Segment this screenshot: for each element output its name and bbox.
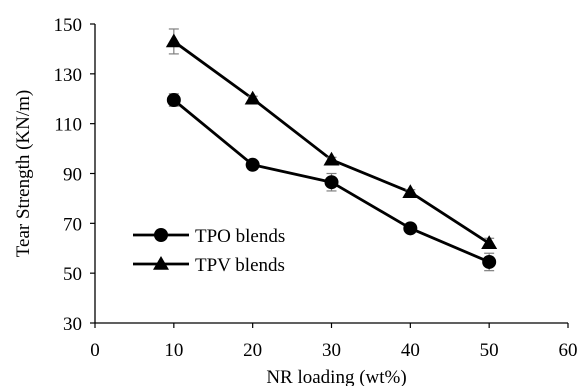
x-tick-label: 60 <box>559 340 578 361</box>
y-tick-label: 150 <box>54 15 83 36</box>
y-tick-label: 130 <box>54 65 83 86</box>
y-tick-label: 70 <box>63 214 82 235</box>
legend-item-tpv: TPV blends <box>133 255 285 276</box>
y-tick-label: 110 <box>54 115 82 136</box>
series-tpo-blends <box>166 92 497 272</box>
x-tick-label: 40 <box>401 340 420 361</box>
x-tick-label: 50 <box>480 340 499 361</box>
legend-marker-triangle <box>153 256 169 270</box>
plot-series <box>165 28 498 272</box>
y-tick-label: 30 <box>63 314 82 335</box>
series-line <box>173 40 490 245</box>
legend-label-tpo: TPO blends <box>195 226 285 247</box>
legend: TPO blends TPV blends <box>133 226 285 276</box>
data-point-triangle <box>402 184 419 198</box>
data-point-circle <box>166 92 181 107</box>
x-tick-label: 30 <box>322 340 341 361</box>
data-point-circle <box>324 175 339 190</box>
y-tick-label: 50 <box>63 264 82 285</box>
legend-label-tpv: TPV blends <box>195 255 285 276</box>
y-axis-title: Tear Strength (KN/m) <box>13 90 34 258</box>
x-ticks: 0 10 20 30 40 50 60 <box>90 323 578 361</box>
series-tpv-blends <box>165 28 498 250</box>
y-ticks: 30 50 70 90 110 130 150 <box>54 15 95 335</box>
x-tick-label: 20 <box>243 340 262 361</box>
data-point-circle <box>482 254 497 269</box>
x-axis-title: NR loading (wt%) <box>266 367 406 386</box>
data-point-circle <box>245 157 260 172</box>
x-tick-label: 0 <box>90 340 100 361</box>
data-point-triangle <box>244 90 261 105</box>
data-point-triangle <box>323 151 340 166</box>
legend-item-tpo: TPO blends <box>133 226 285 247</box>
data-point-triangle <box>481 235 498 250</box>
data-point-triangle <box>165 33 182 48</box>
data-point-circle <box>403 221 418 236</box>
y-tick-label: 90 <box>63 165 82 186</box>
legend-marker-circle <box>154 228 168 242</box>
x-tick-label: 10 <box>164 340 183 361</box>
